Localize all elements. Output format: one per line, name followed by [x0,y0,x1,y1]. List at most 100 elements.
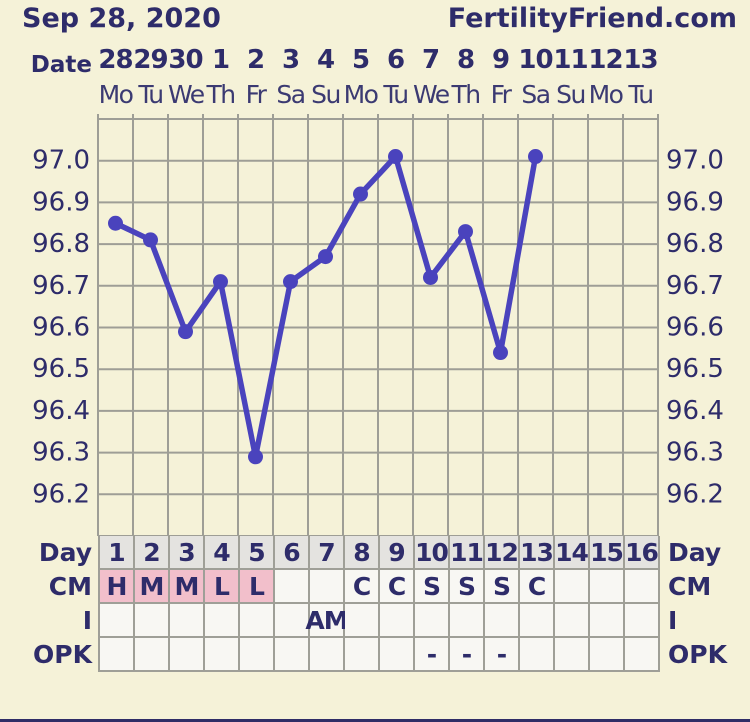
temp-point-day-9[interactable] [388,149,403,165]
temp-point-day-11[interactable] [458,224,473,240]
cm-cell-day-13[interactable]: C [520,570,555,604]
date-col-3: 30 [168,45,203,75]
opk-cell-day-9[interactable] [380,638,415,672]
i-cell-day-9[interactable] [380,604,415,638]
opk-cell-day-13[interactable] [520,638,555,672]
cm-cell-day-4[interactable]: L [205,570,240,604]
day-cell-day-1[interactable]: 1 [100,536,135,570]
y-tick-96.4: 96.4 [666,396,724,426]
i-cell-day-3[interactable] [170,604,205,638]
y-tick-97.0: 97.0 [32,146,90,176]
opk-cell-day-14[interactable] [555,638,590,672]
opk-cell-day-11[interactable]: - [450,638,485,672]
table-row-i: I AM I [0,604,727,638]
weekday-col-9: Tu [383,80,409,109]
temp-point-day-13[interactable] [528,149,543,165]
day-cell-day-6[interactable]: 6 [275,536,310,570]
weekday-col-16: Tu [628,80,654,109]
i-cell-day-1[interactable] [100,604,135,638]
day-cell-day-3[interactable]: 3 [170,536,205,570]
i-cell-day-15[interactable] [590,604,625,638]
cm-cell-day-12[interactable]: S [485,570,520,604]
cm-cell-day-9[interactable]: C [380,570,415,604]
temp-point-day-1[interactable] [108,215,123,231]
temp-point-day-10[interactable] [423,269,438,285]
day-cell-day-12[interactable]: 12 [485,536,520,570]
day-cell-day-4[interactable]: 4 [205,536,240,570]
temp-point-day-7[interactable] [318,249,333,265]
opk-cell-day-3[interactable] [170,638,205,672]
temp-point-day-4[interactable] [213,274,228,290]
i-cells: AM [98,604,660,638]
i-cell-day-4[interactable] [205,604,240,638]
day-cell-day-7[interactable]: 7 [310,536,345,570]
cm-cell-day-7[interactable] [310,570,345,604]
temp-point-day-2[interactable] [143,232,158,248]
i-cell-day-14[interactable] [555,604,590,638]
cm-cell-day-16[interactable] [625,570,660,604]
y-axis-labels-right: 97.0 96.9 96.8 96.7 96.6 96.5 96.4 96.3 96.2 [666,146,724,510]
i-cell-day-16[interactable] [625,604,660,638]
i-label-right: I [668,606,678,635]
day-cell-day-14[interactable]: 14 [555,536,590,570]
day-cell-day-2[interactable]: 2 [135,536,170,570]
i-cell-day-2[interactable] [135,604,170,638]
cm-cell-day-5[interactable]: L [240,570,275,604]
day-cell-day-5[interactable]: 5 [240,536,275,570]
bottom-bar [0,719,750,722]
i-cell-day-10[interactable] [415,604,450,638]
opk-cell-day-10[interactable]: - [415,638,450,672]
temp-point-day-3[interactable] [178,324,193,340]
cm-cell-day-3[interactable]: M [170,570,205,604]
day-cell-day-9[interactable]: 9 [380,536,415,570]
temp-point-day-6[interactable] [283,274,298,290]
i-cell-day-7[interactable]: AM [305,604,349,638]
opk-cell-day-7[interactable] [310,638,345,672]
cm-cell-day-8[interactable]: C [345,570,380,604]
weekday-col-3: We [168,80,205,109]
temp-point-day-8[interactable] [353,186,368,202]
opk-cell-day-1[interactable] [100,638,135,672]
opk-cell-day-16[interactable] [625,638,660,672]
cm-cell-day-15[interactable] [590,570,625,604]
weekday-col-15: Mo [588,80,624,109]
cm-cell-day-1[interactable]: H [100,570,135,604]
opk-cell-day-15[interactable] [590,638,625,672]
day-cell-day-15[interactable]: 15 [590,536,625,570]
opk-cell-day-2[interactable] [135,638,170,672]
cm-cell-day-10[interactable]: S [415,570,450,604]
y-tick-96.7: 96.7 [32,271,90,301]
table-row-opk: OPK - - - OPK [0,638,727,672]
temp-point-day-12[interactable] [493,345,508,361]
date-col-11: 8 [456,45,475,75]
brand-link[interactable]: FertilityFriend.com [447,3,737,34]
table-row-cm: CM H M M L L C C S S S C CM [0,570,727,604]
day-label-left: Day [38,538,92,567]
cm-cell-day-14[interactable] [555,570,590,604]
y-axis-labels-left: 97.0 96.9 96.8 96.7 96.6 96.5 96.4 96.3 96.2 [32,146,90,510]
y-tick-96.6: 96.6 [32,313,90,343]
i-cell-day-13[interactable] [520,604,555,638]
day-cell-day-8[interactable]: 8 [345,536,380,570]
weekday-col-14: Su [556,80,586,109]
day-cell-day-16[interactable]: 16 [625,536,660,570]
day-cell-day-10[interactable]: 10 [415,536,450,570]
day-cell-day-11[interactable]: 11 [450,536,485,570]
i-cell-day-5[interactable] [240,604,275,638]
opk-cell-day-4[interactable] [205,638,240,672]
cm-cell-day-2[interactable]: M [135,570,170,604]
opk-cell-day-8[interactable] [345,638,380,672]
opk-cell-day-5[interactable] [240,638,275,672]
date-col-12: 9 [491,45,510,75]
opk-cell-day-12[interactable]: - [485,638,520,672]
i-cell-day-12[interactable] [485,604,520,638]
cm-cell-day-11[interactable]: S [450,570,485,604]
i-cell-day-8[interactable] [345,604,380,638]
cm-cell-day-6[interactable] [275,570,310,604]
day-cell-day-13[interactable]: 13 [520,536,555,570]
temp-point-day-5[interactable] [248,449,263,465]
weekday-col-1: Mo [98,80,134,109]
i-cell-day-11[interactable] [450,604,485,638]
opk-cell-day-6[interactable] [275,638,310,672]
i-cell-day-6[interactable] [275,604,310,638]
